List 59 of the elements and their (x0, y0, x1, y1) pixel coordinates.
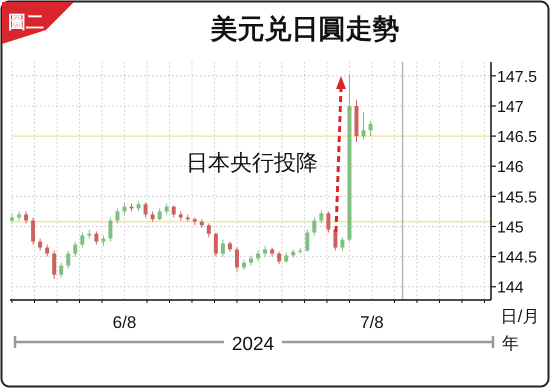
x-tick-label: 7/8 (360, 313, 384, 332)
candlestick (312, 216, 316, 236)
candlestick (277, 251, 282, 264)
candlestick (368, 120, 373, 137)
y-tick-label: 146.5 (497, 129, 538, 146)
y-tick-label: 146 (497, 159, 524, 176)
candlestick (115, 208, 120, 224)
candlestick (256, 250, 260, 262)
candlestick (66, 250, 70, 270)
text: 圖二 (8, 12, 44, 32)
candlestick (249, 254, 254, 266)
candlestick (178, 210, 183, 221)
candlestick (234, 247, 239, 272)
candlestick (164, 203, 169, 215)
candlestick (362, 112, 366, 140)
candlestick (206, 222, 211, 238)
y-tick-label: 147.5 (497, 68, 538, 86)
candlestick (52, 250, 56, 280)
candlestick (270, 247, 274, 258)
candlestick (80, 232, 84, 248)
candlestick (158, 208, 162, 221)
candlestick (340, 236, 344, 252)
x-axis-title: 日/月 (500, 307, 540, 326)
candlestick (319, 210, 324, 224)
text: 2024 (232, 334, 275, 355)
candlestick (17, 210, 22, 221)
candlestick (144, 202, 148, 218)
candlestick (284, 252, 288, 264)
y-tick-label: 145.5 (497, 189, 538, 206)
annotation: 日本央行投降 (186, 150, 318, 175)
candlestick (94, 230, 98, 246)
y-tick-label: 144 (497, 280, 524, 297)
candlestick (326, 210, 330, 234)
candlestick (172, 204, 176, 218)
y-tick-label: 145 (497, 219, 524, 236)
candlestick (305, 229, 310, 252)
text: 年 (502, 334, 519, 353)
candlestick (38, 238, 42, 252)
candlestick (242, 259, 246, 270)
candlestick (122, 203, 126, 215)
candlestick (136, 200, 141, 212)
candlestick (31, 216, 36, 246)
x-tick-label: 6/8 (112, 313, 136, 332)
candlestick (73, 241, 78, 258)
candlestick (228, 241, 232, 252)
candlestick (45, 244, 50, 258)
candlestick (87, 229, 92, 240)
candlestick (10, 212, 14, 224)
candlestick (150, 210, 155, 222)
chart-title: 美元兑日圓走勢 (210, 14, 400, 44)
candlestick (24, 210, 28, 224)
candlestick (101, 235, 106, 246)
y-tick-label: 144.5 (497, 250, 538, 267)
candlestick (263, 245, 268, 258)
candlestick (214, 232, 218, 258)
candlestick (59, 262, 64, 278)
y-tick-label: 147 (497, 98, 524, 116)
candlestick (108, 216, 112, 242)
candlestick (220, 239, 225, 258)
